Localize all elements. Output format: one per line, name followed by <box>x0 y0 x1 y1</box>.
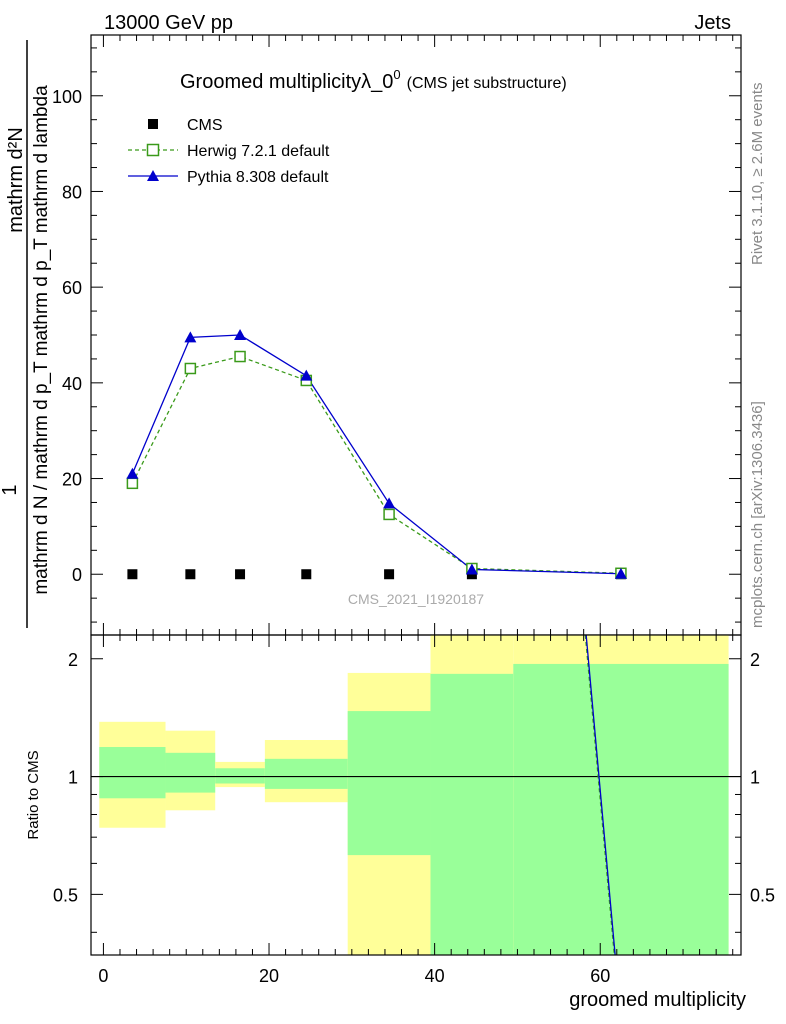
chart-subtitle: (CMS jet substructure) <box>407 75 567 92</box>
energy-label: 13000 GeV pp <box>104 12 233 34</box>
uncertainty-band-inner <box>513 663 729 955</box>
ratio-frame <box>90 634 742 956</box>
ratio-y-tick-label: 0.5 <box>53 885 78 905</box>
x-tick-label: 0 <box>98 966 108 986</box>
legend-label-cms: CMS <box>187 117 223 134</box>
legend-entry-herwig: Herwig 7.2.1 default <box>128 143 330 160</box>
x-tick-label: 40 <box>425 966 445 986</box>
main-y-tick-label: 40 <box>62 374 82 394</box>
series-line <box>131 355 621 574</box>
process-label: Jets <box>694 12 731 34</box>
data-point-pythia <box>465 563 478 575</box>
main-y-tick-label: 80 <box>62 182 82 202</box>
legend-marker-herwig <box>146 143 160 157</box>
data-point-herwig <box>383 508 395 521</box>
data-point-herwig <box>184 362 197 375</box>
main-y-tick-label: 20 <box>62 470 82 490</box>
legend-entry-pythia: Pythia 8.308 default <box>128 169 329 186</box>
rivet-label: Rivet 3.1.10, ≥ 2.6M events <box>749 83 766 266</box>
data-point-cms <box>301 569 312 580</box>
main-y-tick-label: 60 <box>62 278 82 298</box>
uncertainty-band-inner <box>165 752 216 793</box>
ratio-y-tick-label-right: 1 <box>750 768 760 788</box>
main-panel: 1 mathrm d²N mathrm d N / mathrm d p_T m… <box>0 34 742 636</box>
ylabel-denominator: mathrm d N / mathrm d p_T mathrm d p_T m… <box>31 85 52 595</box>
ratio-line <box>585 634 616 956</box>
legend-label-herwig: Herwig 7.2.1 default <box>187 143 330 160</box>
main-ylabel: 1 mathrm d²N mathrm d N / mathrm d p_T m… <box>0 40 52 628</box>
legend-label-pythia: Pythia 8.308 default <box>187 169 329 186</box>
legend-marker-pythia <box>147 170 159 181</box>
ratio-line <box>584 634 615 956</box>
data-point-pythia <box>300 369 313 381</box>
xlabel: groomed multiplicity <box>569 989 746 1011</box>
data-point-herwig <box>126 477 139 490</box>
x-tick-label: 60 <box>590 966 610 986</box>
legend-entry-cms: CMS <box>148 117 223 134</box>
analysis-watermark: CMS_2021_I1920187 <box>348 591 484 607</box>
chart-title-sup: 0 <box>393 67 400 82</box>
ylabel-prefix: 1 <box>0 484 21 495</box>
ratio-panel: 0 20 40 60 0.5 0.5 1 1 2 2 Ratio to CMS groomed m… <box>25 634 775 1011</box>
data-point-pythia <box>234 329 247 340</box>
uncertainty-band-inner <box>99 747 166 799</box>
data-point-cms <box>127 569 138 580</box>
legend: CMS Herwig 7.2.1 default Pythia 8.308 de… <box>128 117 330 186</box>
x-tick-label: 20 <box>259 966 279 986</box>
ratio-y-tick-label-right: 2 <box>750 650 760 670</box>
data-point-pythia <box>614 567 627 579</box>
data-point-pythia <box>184 331 197 343</box>
data-point-cms <box>384 569 395 580</box>
uncertainty-band-inner <box>215 768 265 784</box>
ratio-y-tick-label: 1 <box>68 768 78 788</box>
mcplots-label: mcplots.cern.ch [arXiv:1306.3436] <box>749 401 766 628</box>
legend-marker-cms <box>148 119 158 129</box>
ratio-y-tick-label: 2 <box>68 650 78 670</box>
ylabel-numerator: mathrm d²N <box>5 127 27 233</box>
uncertainty-band-inner <box>347 711 431 856</box>
chart-title: Groomed multiplicityλ_00 (CMS jet substru… <box>180 67 567 93</box>
series-line <box>131 334 621 575</box>
main-y-tick-label: 100 <box>52 87 82 107</box>
data-point-pythia <box>126 467 139 479</box>
ratio-ylabel: Ratio to CMS <box>25 750 42 839</box>
data-point-pythia <box>383 497 396 509</box>
uncertainty-band-inner <box>430 673 514 955</box>
data-point-cms <box>185 569 196 580</box>
ratio-y-tick-label-right: 0.5 <box>750 885 775 905</box>
data-point-herwig <box>234 350 246 363</box>
uncertainty-band-inner <box>264 758 348 789</box>
main-y-tick-label: 0 <box>72 565 82 585</box>
data-point-cms <box>235 569 246 580</box>
chart-title-main: Groomed multiplicityλ_0 <box>180 71 393 93</box>
